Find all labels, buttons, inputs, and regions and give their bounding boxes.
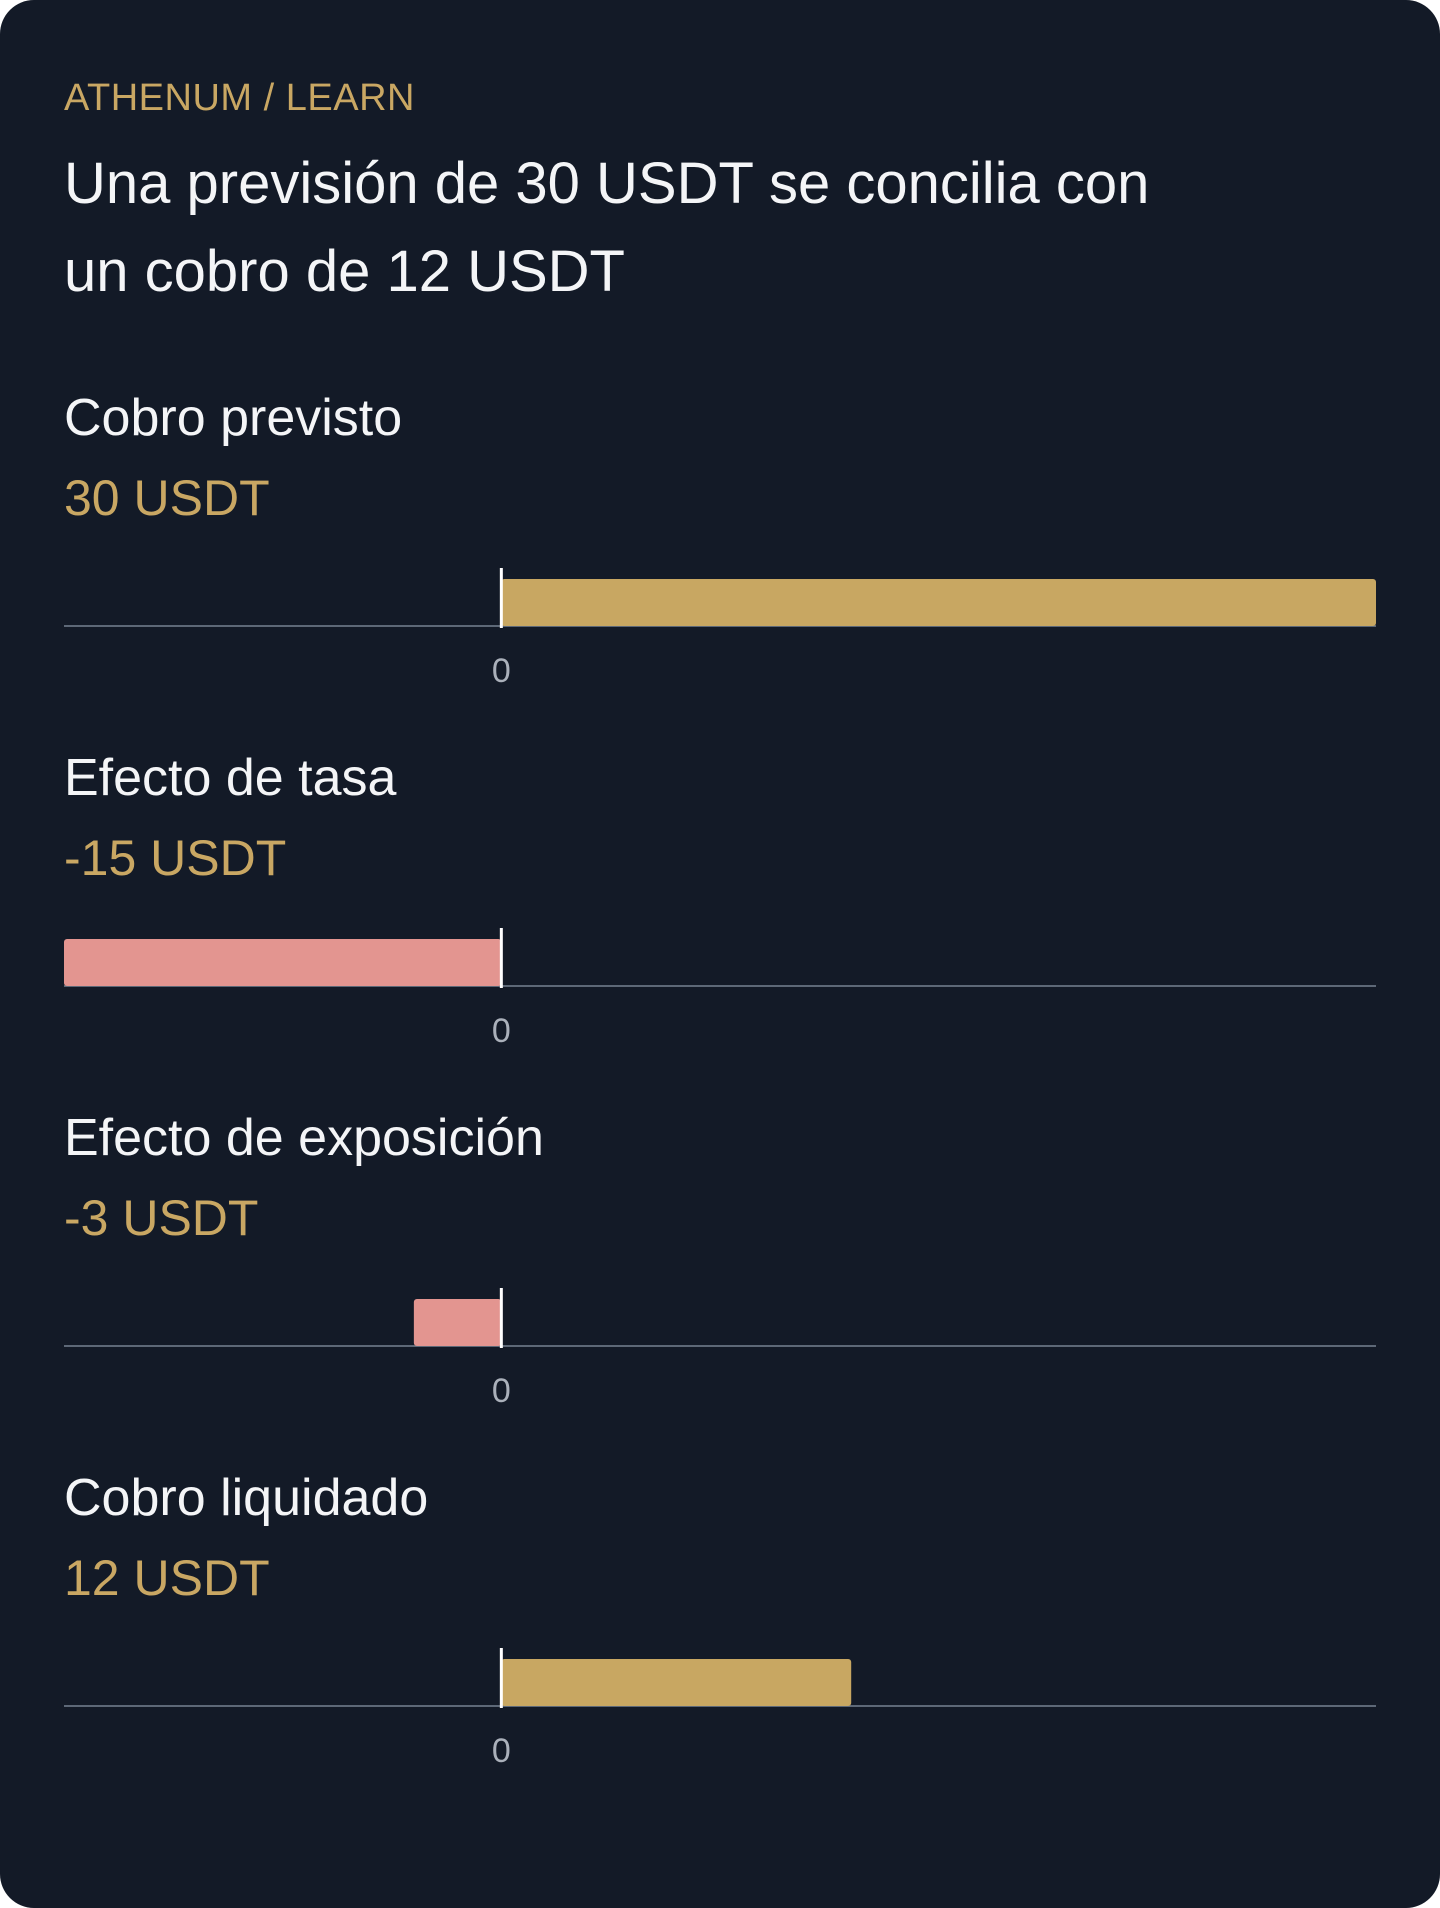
breadcrumb: ATHENUM / LEARN bbox=[64, 77, 415, 119]
row-value: 30 USDT bbox=[64, 470, 270, 526]
bar-row: Efecto de tasa -15 USDT 0 bbox=[0, 746, 1440, 1076]
row-label: Cobro previsto bbox=[64, 389, 403, 447]
chart-title: Una previsión de 30 USDT se concilia con… bbox=[64, 151, 1150, 304]
bar-plot: 0 bbox=[64, 928, 1376, 1050]
row-label: Efecto de exposición bbox=[64, 1109, 544, 1167]
row-value: 12 USDT bbox=[64, 1550, 270, 1606]
bar bbox=[413, 1299, 502, 1346]
row-value: -15 USDT bbox=[64, 830, 287, 886]
row-label: Efecto de tasa bbox=[64, 749, 397, 807]
tick-label: 0 bbox=[492, 1372, 511, 1410]
bar-row: Cobro previsto 30 USDT 0 bbox=[0, 386, 1440, 716]
row-label: Cobro liquidado bbox=[64, 1469, 429, 1527]
row-value: -3 USDT bbox=[64, 1190, 259, 1246]
bar bbox=[501, 579, 1376, 626]
bar bbox=[501, 1659, 852, 1706]
bar-plot: 0 bbox=[64, 1648, 1376, 1770]
tick-label: 0 bbox=[492, 1732, 511, 1770]
bar-plot: 0 bbox=[64, 568, 1376, 690]
bar bbox=[64, 939, 502, 986]
bar-row: Cobro liquidado 12 USDT 0 bbox=[0, 1466, 1440, 1796]
bar-plot: 0 bbox=[64, 1288, 1376, 1410]
bar-row: Efecto de exposición -3 USDT 0 bbox=[0, 1106, 1440, 1436]
tick-label: 0 bbox=[492, 652, 511, 690]
tick-label: 0 bbox=[492, 1012, 511, 1050]
